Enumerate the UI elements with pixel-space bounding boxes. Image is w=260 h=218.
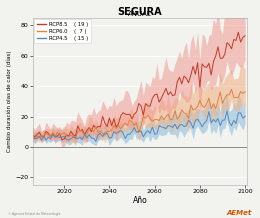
X-axis label: Año: Año [133, 196, 147, 204]
Legend: RCP8.5    ( 19 ), RCP6.0    (  7 ), RCP4.5    ( 15 ): RCP8.5 ( 19 ), RCP6.0 ( 7 ), RCP4.5 ( 15… [34, 19, 91, 43]
Text: AEMet: AEMet [227, 210, 252, 216]
Title: SEGURA: SEGURA [118, 7, 162, 17]
Text: ANUAL: ANUAL [128, 11, 152, 17]
Y-axis label: Cambio duración olas de calor (días): Cambio duración olas de calor (días) [7, 51, 12, 152]
Text: © Agencia Estatal de Meteorología: © Agencia Estatal de Meteorología [8, 212, 60, 216]
